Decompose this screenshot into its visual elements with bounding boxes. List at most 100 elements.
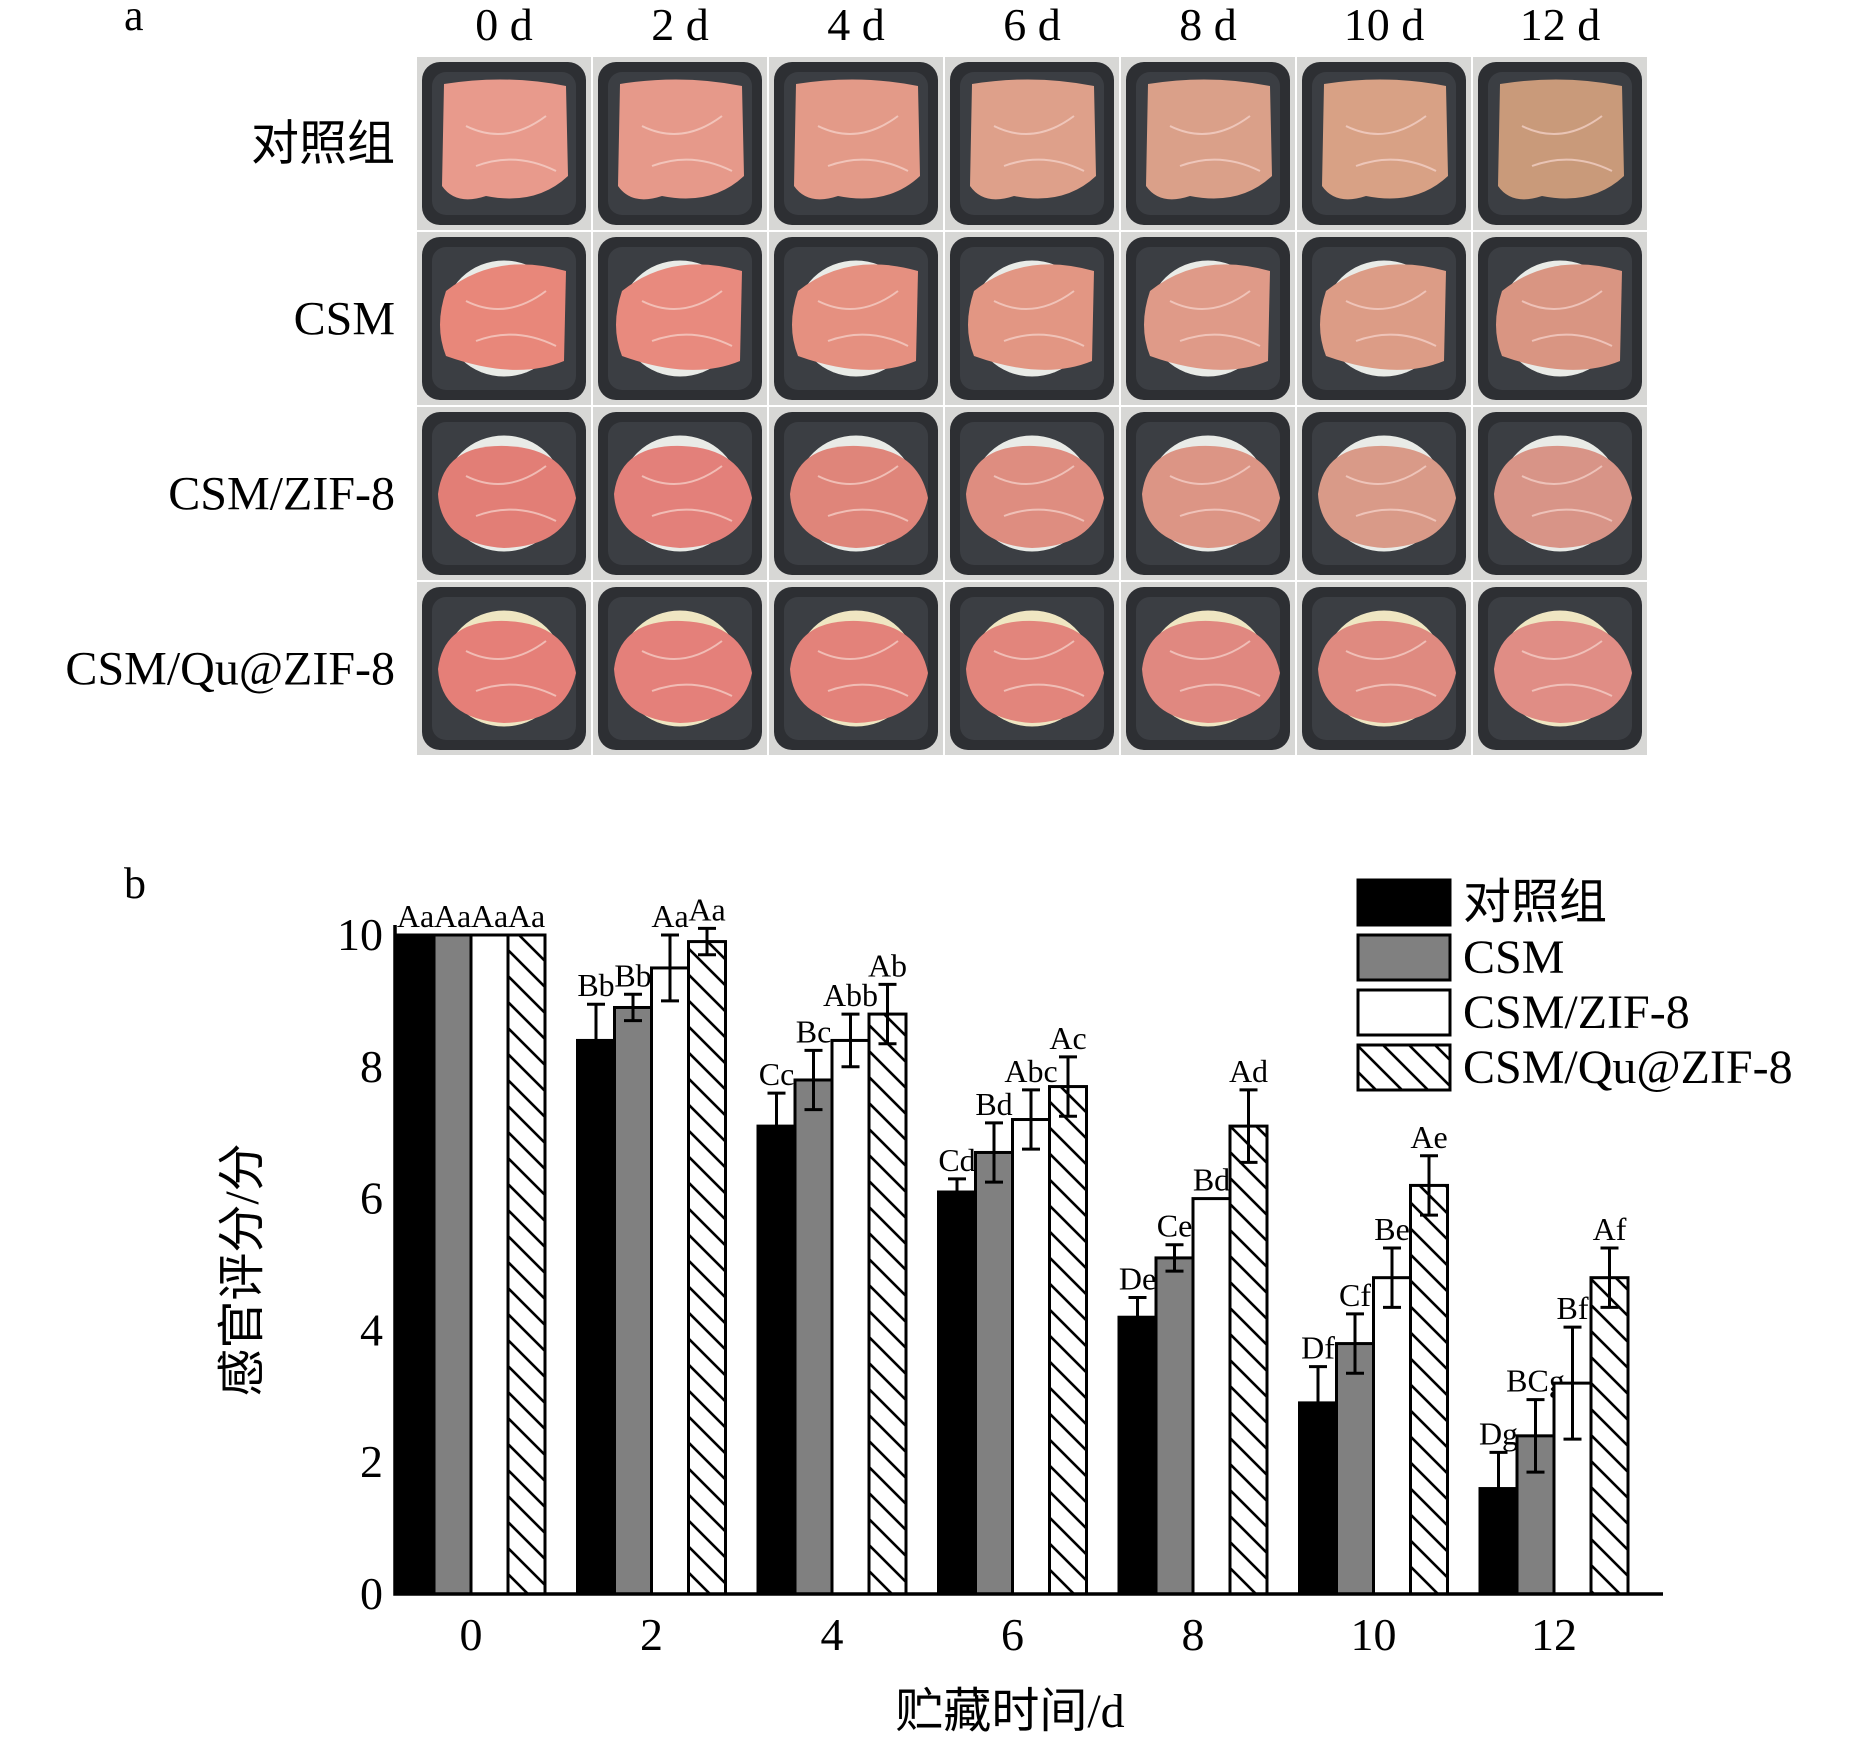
column-label: 0 d [475, 0, 533, 50]
bar-label: Ac [1049, 1020, 1086, 1056]
x-tick-label: 0 [460, 1609, 483, 1660]
row-label: CSM/Qu@ZIF-8 [65, 643, 395, 696]
meat-photo [1473, 232, 1647, 405]
bar [687, 940, 727, 1596]
error-bar [878, 982, 897, 1046]
marbling [641, 290, 733, 347]
meat [1496, 264, 1622, 370]
meat [970, 79, 1096, 200]
meat [966, 620, 1104, 723]
bar-label: Aa [688, 891, 725, 927]
bar-label: Bb [614, 957, 651, 993]
meat [1494, 445, 1632, 548]
error-bar [1383, 1246, 1401, 1309]
meat-photo [593, 582, 767, 755]
bar [756, 1124, 797, 1596]
marbling [1169, 290, 1261, 347]
bar-label: Aa [434, 898, 471, 934]
legend-swatch [1356, 878, 1452, 927]
bar-chart: b 贮藏时间/d 感官评分/分 AaBbCcCdDeDfDgAaBbBcBdCe… [124, 859, 1793, 1738]
bar-label: Abb [823, 977, 878, 1013]
bar [432, 933, 473, 1596]
meat-photo [1473, 57, 1647, 230]
row-label: 对照组 [251, 118, 395, 171]
meat-photo [1121, 232, 1295, 405]
x-tick-label: 6 [1001, 1609, 1024, 1660]
bar [867, 1012, 908, 1596]
y-tick-label: 6 [360, 1173, 383, 1224]
meat-photo [417, 582, 591, 755]
meat [966, 445, 1104, 548]
bar [793, 1078, 834, 1596]
bar-label: Ab [868, 947, 907, 983]
row-label: CSM/ZIF-8 [168, 468, 395, 521]
bar [469, 933, 510, 1596]
bar-label: Aa [508, 898, 545, 934]
column-label: 2 d [651, 0, 709, 50]
error-bar [1239, 1088, 1258, 1164]
error-bar [624, 992, 642, 1023]
column-label: 10 d [1344, 0, 1425, 50]
marbling [1169, 115, 1261, 172]
bar [1154, 1256, 1195, 1596]
marbling [1521, 465, 1613, 522]
error-bar [1420, 1154, 1438, 1217]
meat [438, 620, 576, 723]
meat [614, 620, 752, 723]
meat-photo [1297, 582, 1471, 755]
bar [937, 1190, 977, 1596]
column-label: 12 d [1520, 0, 1601, 50]
legend-label: CSM [1463, 931, 1564, 984]
x-tick-label: 2 [640, 1609, 663, 1660]
bar [1117, 1315, 1158, 1596]
bar-label: Cc [759, 1056, 795, 1092]
bar [830, 1038, 871, 1596]
meat [1146, 79, 1272, 200]
meat-photo [417, 57, 591, 230]
error-bar [1165, 1243, 1184, 1273]
bar [1372, 1276, 1412, 1596]
marbling [465, 640, 557, 697]
error-bar [985, 1121, 1003, 1184]
marbling [641, 465, 733, 522]
marbling [993, 465, 1085, 522]
bar [1011, 1118, 1051, 1596]
bar-label: Bf [1557, 1290, 1589, 1326]
error-bar [1022, 1088, 1040, 1151]
meat [438, 445, 576, 548]
marbling [993, 115, 1085, 172]
meat [616, 264, 742, 370]
error-bar [1526, 1398, 1545, 1474]
marbling [641, 640, 733, 697]
bar [1409, 1183, 1449, 1596]
error-bar [1346, 1312, 1364, 1375]
meat-photo [1121, 582, 1295, 755]
row-label: CSM [294, 293, 395, 346]
bar-label: Be [1374, 1211, 1410, 1247]
column-label: 8 d [1179, 0, 1237, 50]
y-axis-title: 感官评分/分 [216, 1143, 269, 1396]
meat-photo [593, 407, 767, 580]
marbling [1345, 640, 1437, 697]
meat [1318, 445, 1456, 548]
bar [1589, 1276, 1630, 1596]
bar-label: Ae [1410, 1119, 1447, 1155]
meat [442, 79, 568, 200]
error-bar [1309, 1365, 1327, 1441]
error-bar [948, 1177, 966, 1207]
meat [440, 264, 566, 370]
bar [1048, 1085, 1088, 1596]
bar-label: Bc [796, 1013, 832, 1049]
meat [792, 264, 918, 370]
meat-photo [417, 232, 591, 405]
marbling [817, 115, 909, 172]
marbling [1345, 465, 1437, 522]
meat-photo [769, 407, 943, 580]
photo-panel: a 0 d 2 d 4 d 6 d 8 d 10 d 12 d 对照组 CSM CSM/ZIF-8… [65, 0, 1647, 755]
marbling [1345, 290, 1437, 347]
marbling [465, 465, 557, 522]
meat-photo [945, 582, 1119, 755]
meat [1142, 620, 1280, 723]
